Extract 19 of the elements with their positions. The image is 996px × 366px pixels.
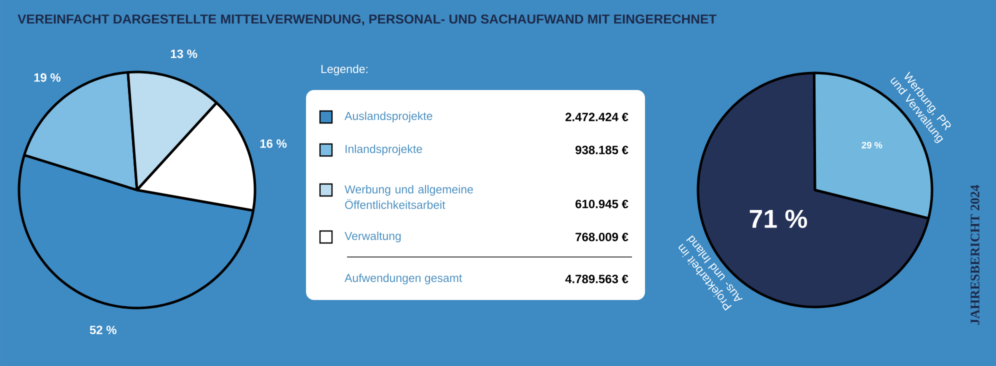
data-label: 19 % — [34, 73, 61, 82]
text: 938.185 € — [576, 146, 628, 154]
text: 610.945 € — [576, 200, 628, 208]
legend-label: Inlandsprojekte — [346, 144, 422, 156]
data-label: 52 % — [90, 326, 116, 334]
legend-label: Werbung und allgemeine Öffentlichkeitsarbeit — [344, 185, 473, 209]
text: Aufwendungen gesamt — [344, 274, 462, 284]
legend-title: Legende: — [321, 64, 368, 76]
text: 4.789.563 € — [565, 274, 628, 284]
text: 768.009 € — [576, 232, 628, 242]
chart-title: VEREINFACHT DARGESTELLTE MITTELVERWENDUNG, PERSONAL- UND SACHAUFWAND MIT EINGERECHNET — [18, 14, 716, 26]
legend-label: Verwaltung — [344, 232, 401, 242]
text: JAHRESBERICHT 2024 — [970, 184, 980, 325]
data-label: 13 % — [170, 50, 198, 58]
data-label: 16 % — [260, 139, 287, 148]
data-label: 71 % — [750, 210, 808, 228]
data-label: 29 % — [862, 142, 882, 148]
text: 2.472.424 € — [566, 112, 628, 122]
legend-label: Auslandsprojekte — [344, 112, 432, 122]
